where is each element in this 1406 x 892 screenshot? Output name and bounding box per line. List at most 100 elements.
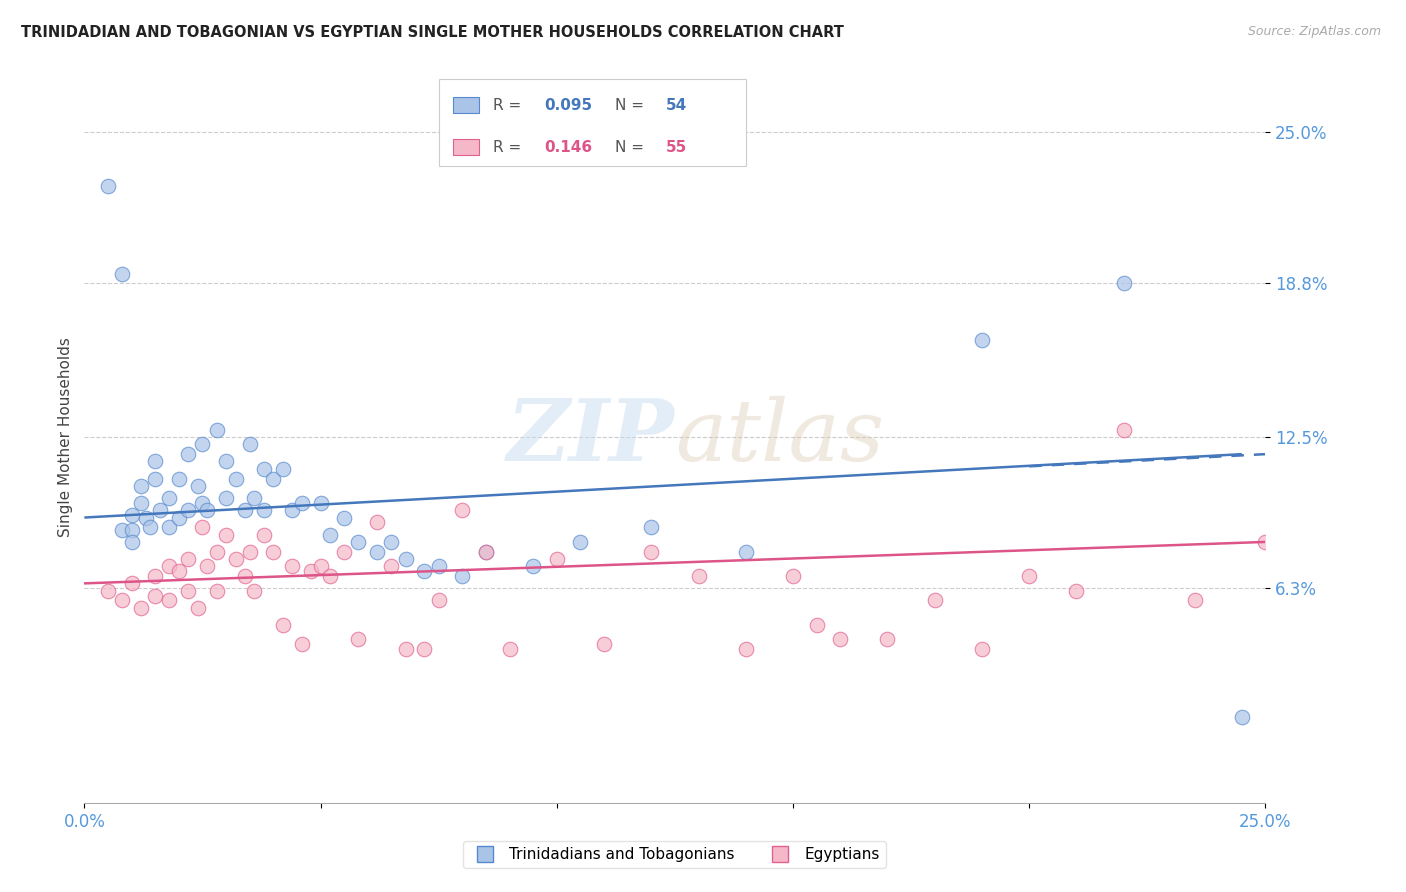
Point <box>157 491 180 505</box>
Point <box>688 569 710 583</box>
Point <box>734 544 756 558</box>
Point <box>291 637 314 651</box>
Point <box>129 600 152 615</box>
Point <box>262 471 284 485</box>
Point <box>333 544 356 558</box>
Point <box>129 496 152 510</box>
Point <box>640 544 662 558</box>
Point <box>121 576 143 591</box>
Point <box>187 600 209 615</box>
Point <box>167 564 190 578</box>
Point <box>1112 423 1135 437</box>
Point <box>143 471 166 485</box>
Point <box>1254 535 1277 549</box>
Point <box>157 593 180 607</box>
Point <box>111 523 134 537</box>
Point <box>243 491 266 505</box>
Point <box>569 535 592 549</box>
Point <box>143 569 166 583</box>
Point <box>215 454 238 468</box>
Point <box>413 564 436 578</box>
Point <box>1184 593 1206 607</box>
Point <box>205 544 228 558</box>
Point <box>427 593 450 607</box>
Point <box>149 503 172 517</box>
Point <box>427 559 450 574</box>
Point <box>475 544 498 558</box>
Point <box>271 617 294 632</box>
Point <box>319 569 342 583</box>
Text: 55: 55 <box>665 140 686 154</box>
FancyBboxPatch shape <box>439 78 745 167</box>
Point <box>121 535 143 549</box>
Point <box>1018 569 1040 583</box>
Point <box>347 535 370 549</box>
Text: atlas: atlas <box>675 396 884 478</box>
Text: 0.095: 0.095 <box>544 97 592 112</box>
Point <box>233 569 256 583</box>
Point <box>475 544 498 558</box>
Point <box>129 479 152 493</box>
Point <box>271 462 294 476</box>
Point <box>299 564 322 578</box>
Point <box>111 267 134 281</box>
Point <box>191 496 214 510</box>
Point <box>195 559 218 574</box>
Point <box>239 544 262 558</box>
Point <box>191 520 214 534</box>
Point <box>333 510 356 524</box>
Point <box>215 527 238 541</box>
Point <box>143 454 166 468</box>
Legend: Trinidadians and Tobagonians, Egyptians: Trinidadians and Tobagonians, Egyptians <box>464 841 886 868</box>
Point <box>593 637 616 651</box>
Point <box>876 632 898 647</box>
Point <box>177 503 200 517</box>
Point <box>309 496 332 510</box>
Point <box>380 535 402 549</box>
Point <box>167 471 190 485</box>
Point <box>291 496 314 510</box>
Point <box>734 642 756 657</box>
Text: 0.146: 0.146 <box>544 140 592 154</box>
Point <box>97 178 120 193</box>
Point <box>167 510 190 524</box>
Point <box>97 583 120 598</box>
Text: 54: 54 <box>665 97 686 112</box>
Point <box>187 479 209 493</box>
Point <box>830 632 852 647</box>
Point <box>782 569 804 583</box>
Point <box>121 523 143 537</box>
Point <box>243 583 266 598</box>
Point <box>640 520 662 534</box>
Point <box>177 552 200 566</box>
Point <box>1112 277 1135 291</box>
Text: ZIP: ZIP <box>508 395 675 479</box>
Point <box>451 569 474 583</box>
Point <box>1230 710 1253 724</box>
Point <box>253 527 276 541</box>
Point <box>139 520 162 534</box>
Point <box>281 559 304 574</box>
Point <box>205 423 228 437</box>
Point <box>924 593 946 607</box>
Point <box>239 437 262 451</box>
Point <box>498 642 520 657</box>
Point <box>157 559 180 574</box>
Text: TRINIDADIAN AND TOBAGONIAN VS EGYPTIAN SINGLE MOTHER HOUSEHOLDS CORRELATION CHAR: TRINIDADIAN AND TOBAGONIAN VS EGYPTIAN S… <box>21 25 844 40</box>
Point <box>262 544 284 558</box>
Point <box>380 559 402 574</box>
Point <box>191 437 214 451</box>
Text: N =: N = <box>614 140 648 154</box>
Point <box>121 508 143 522</box>
Point <box>522 559 544 574</box>
Text: R =: R = <box>494 140 526 154</box>
Point <box>253 462 276 476</box>
Point <box>177 583 200 598</box>
Point <box>319 527 342 541</box>
Point <box>309 559 332 574</box>
Point <box>366 516 388 530</box>
Point <box>143 589 166 603</box>
Point <box>451 503 474 517</box>
Point <box>177 447 200 461</box>
Point <box>970 333 993 347</box>
